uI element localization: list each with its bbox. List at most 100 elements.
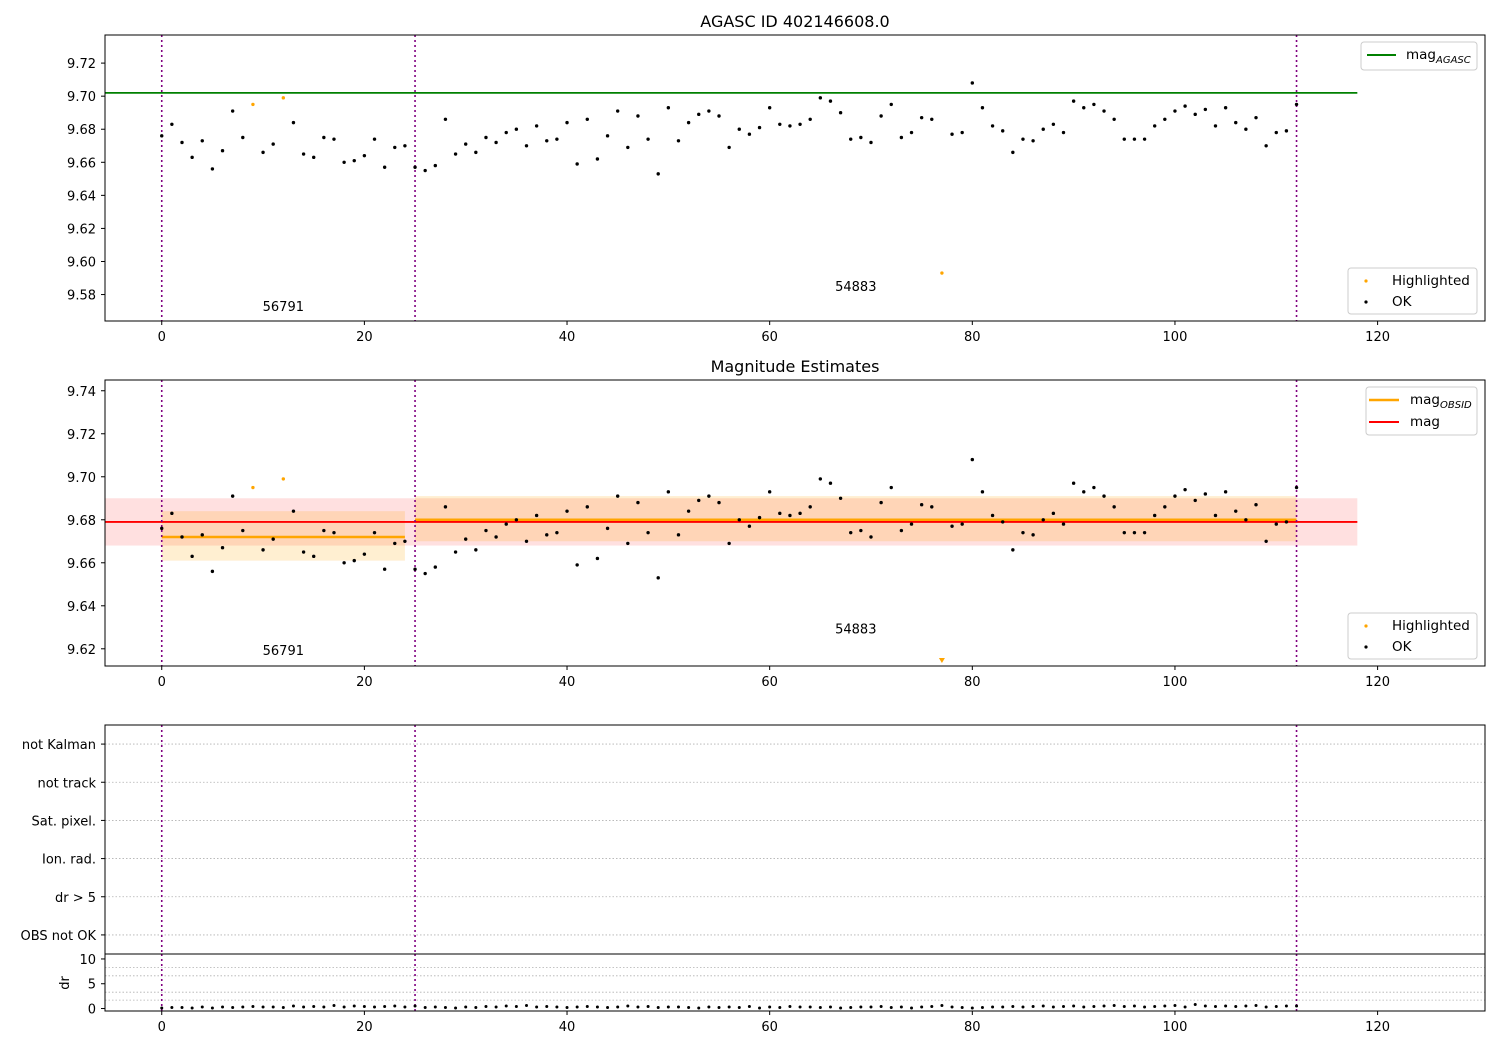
- ok-point: [990, 513, 995, 518]
- dr-point: [170, 1006, 174, 1010]
- ok-point: [230, 109, 235, 113]
- ok-point: [291, 509, 296, 513]
- ok-point: [686, 120, 691, 125]
- ok-point: [615, 109, 620, 113]
- agasc-panel-title: AGASC ID 402146608.0: [700, 12, 889, 31]
- ok-point: [160, 526, 164, 531]
- ok-point: [747, 132, 752, 136]
- ok-point: [1001, 129, 1005, 133]
- dr-point: [1122, 1005, 1126, 1009]
- dr-point: [373, 1005, 377, 1009]
- ok-point: [838, 496, 843, 500]
- dr-point: [484, 1005, 488, 1009]
- dr-point: [1001, 1005, 1005, 1009]
- ok-point: [605, 526, 610, 531]
- dr-point: [524, 1004, 528, 1008]
- ok-point: [666, 490, 671, 494]
- ok-point: [727, 145, 731, 150]
- dr-point: [312, 1005, 316, 1009]
- x-tick-label: 100: [1163, 1020, 1188, 1035]
- ok-point: [484, 528, 488, 533]
- agasc-panel: AGASC ID 402146608.0 56791 54883 0 20 40 60 8…: [67, 12, 1486, 345]
- flags-panel: not Kalman not track Sat. pixel. Ion. rad. d…: [21, 724, 1486, 955]
- ok-point: [393, 145, 397, 150]
- dr-point: [889, 1006, 893, 1010]
- ok-point: [585, 505, 589, 509]
- ok-point: [767, 106, 772, 110]
- ok-point: [930, 117, 934, 122]
- obsid-label: 54883: [835, 280, 876, 295]
- ok-point: [1234, 509, 1238, 513]
- dr-point: [1244, 1004, 1248, 1008]
- ok-point: [1264, 539, 1268, 543]
- legend-mag-label: mag: [1410, 414, 1440, 430]
- ok-point: [230, 494, 235, 498]
- ok-point: [1294, 485, 1299, 490]
- y-tick-label: 9.72: [67, 57, 96, 72]
- ok-point: [382, 165, 387, 169]
- ok-point: [676, 139, 681, 143]
- panel-frame: [104, 34, 1486, 322]
- ok-point: [575, 162, 579, 166]
- ok-point: [210, 167, 215, 171]
- ok-point: [1011, 150, 1015, 155]
- ok-point: [849, 530, 853, 535]
- panel-frame: [104, 953, 1486, 1012]
- dr-point: [464, 1005, 468, 1009]
- highlighted-point: [940, 271, 944, 275]
- dr-point: [1264, 1005, 1268, 1009]
- dr-point: [1062, 1005, 1066, 1009]
- dr-point: [778, 1006, 782, 1010]
- ok-point: [747, 524, 752, 528]
- ok-point: [788, 124, 792, 128]
- x-tick-label: 80: [964, 1020, 981, 1035]
- ok-point: [362, 153, 367, 158]
- dr-point: [991, 1005, 995, 1009]
- ok-point: [1254, 115, 1258, 120]
- y-tick-label: 9.68: [67, 123, 96, 138]
- ok-point: [443, 117, 448, 122]
- ok-point: [919, 115, 924, 120]
- ok-point: [545, 139, 549, 143]
- agasc-legend-bottom: Highlighted OK: [1347, 267, 1478, 315]
- ok-point: [808, 117, 812, 122]
- dr-points: [160, 1003, 1299, 1010]
- dr-point: [383, 1005, 387, 1009]
- ok-point: [1163, 505, 1167, 509]
- dr-point: [899, 1005, 903, 1009]
- ok-point: [970, 457, 975, 462]
- ok-point: [342, 160, 346, 164]
- dr-point: [423, 1006, 427, 1010]
- ok-point: [1051, 122, 1056, 126]
- dr-point: [1041, 1004, 1045, 1008]
- ok-point: [859, 528, 863, 533]
- dr-point: [200, 1005, 204, 1009]
- x-tick-label: 20: [356, 675, 373, 690]
- ok-point: [646, 530, 650, 535]
- ok-point: [200, 533, 204, 537]
- ok-point: [626, 541, 630, 546]
- dr-point: [808, 1005, 812, 1009]
- dr-point: [1213, 1005, 1217, 1009]
- ok-point: [980, 490, 985, 494]
- ok-point: [707, 109, 711, 113]
- y-tick-label: 9.64: [67, 189, 96, 204]
- dr-point: [1274, 1005, 1278, 1009]
- dr-point: [626, 1004, 630, 1008]
- highlighted-point: [281, 96, 286, 100]
- ok-point: [433, 565, 438, 569]
- dr-point: [1224, 1004, 1228, 1008]
- ok-point: [1142, 137, 1147, 141]
- dr-point: [1021, 1005, 1025, 1009]
- ok-point: [889, 102, 893, 107]
- dr-point: [210, 1006, 214, 1010]
- dr-point: [606, 1006, 610, 1010]
- legend-ok-label: OK: [1392, 294, 1413, 310]
- dr-point: [443, 1006, 447, 1010]
- ok-point: [1213, 124, 1218, 128]
- ok-point: [1264, 144, 1268, 148]
- dr-point: [352, 1004, 356, 1008]
- x-tick-label: 40: [559, 1020, 576, 1035]
- dr-point: [1254, 1004, 1258, 1008]
- ok-point: [1132, 530, 1137, 535]
